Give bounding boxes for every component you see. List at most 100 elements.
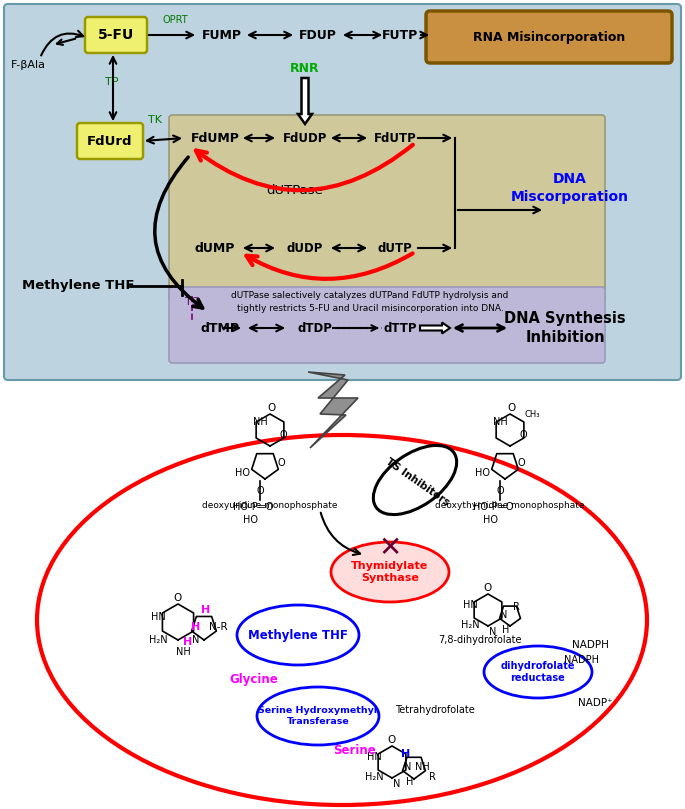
- Text: RNR: RNR: [290, 61, 320, 74]
- Text: DNA Synthesis
Inhibition: DNA Synthesis Inhibition: [504, 311, 626, 345]
- Text: N-R: N-R: [209, 622, 227, 632]
- Text: HO: HO: [484, 515, 499, 525]
- Text: TS Inhibitors: TS Inhibitors: [384, 456, 451, 508]
- FancyArrowPatch shape: [247, 253, 412, 279]
- Text: O: O: [174, 593, 182, 603]
- Text: deoxyuridine monophosphate: deoxyuridine monophosphate: [202, 501, 338, 510]
- Text: N: N: [404, 762, 412, 772]
- Text: O: O: [268, 403, 276, 413]
- Text: 7,8-dihydrofolate: 7,8-dihydrofolate: [438, 635, 522, 645]
- Text: FDUP: FDUP: [299, 28, 337, 41]
- Text: O: O: [277, 458, 285, 468]
- Text: O: O: [517, 458, 525, 468]
- Text: H₂N: H₂N: [461, 620, 480, 630]
- Text: O: O: [256, 486, 264, 496]
- Text: dihydrofolate
reductase: dihydrofolate reductase: [501, 661, 575, 683]
- Text: O: O: [508, 403, 516, 413]
- Text: dUDP: dUDP: [287, 242, 323, 255]
- Text: CH₃: CH₃: [524, 409, 540, 418]
- Text: Methylene THF: Methylene THF: [248, 629, 348, 642]
- FancyArrowPatch shape: [155, 157, 203, 308]
- Text: dUTPase: dUTPase: [266, 184, 323, 197]
- Text: Methylene THF: Methylene THF: [22, 279, 134, 293]
- FancyBboxPatch shape: [77, 123, 143, 159]
- Text: N: N: [500, 610, 508, 620]
- Text: O: O: [388, 735, 396, 745]
- Text: dUTPase salectively catalyzes dUTPand FdUTP hydrolysis and
tightly restricts 5-F: dUTPase salectively catalyzes dUTPand Fd…: [232, 291, 509, 313]
- Text: HN: HN: [151, 612, 165, 622]
- Text: FdUrd: FdUrd: [87, 134, 133, 147]
- FancyArrow shape: [298, 78, 312, 124]
- Text: O: O: [519, 430, 527, 440]
- Text: F-βAla: F-βAla: [10, 60, 45, 70]
- Text: NH: NH: [253, 417, 267, 427]
- Text: NH: NH: [414, 762, 429, 772]
- Text: N: N: [393, 779, 401, 789]
- Text: Thymidylate
Synthase: Thymidylate Synthase: [351, 561, 429, 583]
- Text: 5-FU: 5-FU: [98, 28, 134, 42]
- Text: HO-P=O: HO-P=O: [473, 502, 513, 512]
- Text: dTTP: dTTP: [383, 321, 416, 334]
- Text: HO-P=O: HO-P=O: [233, 502, 273, 512]
- Text: Serine: Serine: [334, 743, 376, 756]
- Text: HO: HO: [475, 468, 490, 478]
- Polygon shape: [308, 372, 358, 448]
- Ellipse shape: [37, 435, 647, 805]
- Text: H: H: [406, 777, 414, 787]
- Text: H: H: [184, 637, 192, 647]
- FancyArrow shape: [420, 323, 450, 333]
- Text: TS: TS: [185, 297, 199, 307]
- Text: R: R: [429, 772, 436, 782]
- Text: N: N: [192, 635, 200, 645]
- Text: HO: HO: [243, 515, 258, 525]
- Text: FdUMP: FdUMP: [190, 132, 240, 145]
- Text: H₂N: H₂N: [364, 772, 384, 782]
- Text: H: H: [201, 605, 210, 615]
- Text: FUTP: FUTP: [382, 28, 418, 41]
- Text: Tetrahydrofolate: Tetrahydrofolate: [395, 705, 475, 715]
- Text: TP: TP: [105, 77, 119, 87]
- Text: NH: NH: [493, 417, 508, 427]
- Text: H: H: [401, 749, 410, 759]
- Text: H: H: [502, 625, 510, 635]
- Text: TK: TK: [148, 115, 162, 125]
- Text: Glycine: Glycine: [229, 674, 278, 687]
- FancyArrowPatch shape: [196, 145, 413, 190]
- Ellipse shape: [484, 646, 592, 698]
- Text: OPRT: OPRT: [162, 15, 188, 25]
- Text: FUMP: FUMP: [202, 28, 242, 41]
- Text: FdUTP: FdUTP: [373, 132, 416, 145]
- Text: NADPH: NADPH: [564, 655, 599, 665]
- FancyBboxPatch shape: [4, 4, 681, 380]
- Ellipse shape: [373, 446, 457, 515]
- Text: ✕: ✕: [378, 534, 401, 562]
- FancyBboxPatch shape: [169, 115, 605, 301]
- Text: NADP⁺: NADP⁺: [577, 698, 612, 708]
- Text: HO: HO: [236, 468, 251, 478]
- Text: RNA Misincorporation: RNA Misincorporation: [473, 31, 625, 44]
- FancyArrowPatch shape: [321, 513, 360, 555]
- Text: deoxythymidine monophosphate: deoxythymidine monophosphate: [435, 501, 585, 510]
- Ellipse shape: [331, 542, 449, 602]
- Text: NH: NH: [175, 647, 190, 657]
- Text: dUTP: dUTP: [377, 242, 412, 255]
- Text: dUMP: dUMP: [195, 242, 235, 255]
- FancyBboxPatch shape: [426, 11, 672, 63]
- Text: N: N: [489, 627, 497, 637]
- FancyBboxPatch shape: [169, 287, 605, 363]
- Text: HN: HN: [462, 600, 477, 610]
- Text: HN: HN: [366, 752, 382, 762]
- Text: H: H: [191, 622, 201, 632]
- Text: O: O: [484, 583, 492, 593]
- Text: DNA
Miscorporation: DNA Miscorporation: [511, 172, 629, 204]
- Text: NADPH: NADPH: [571, 640, 608, 650]
- Text: O: O: [279, 430, 287, 440]
- FancyArrowPatch shape: [41, 31, 83, 56]
- Text: FdUDP: FdUDP: [283, 132, 327, 145]
- Text: H₂N: H₂N: [149, 635, 167, 645]
- Text: dTDP: dTDP: [297, 321, 332, 334]
- Text: O: O: [496, 486, 503, 496]
- Text: Serine Hydroxymethyl
Transferase: Serine Hydroxymethyl Transferase: [258, 706, 377, 726]
- Ellipse shape: [257, 687, 379, 745]
- Ellipse shape: [237, 605, 359, 665]
